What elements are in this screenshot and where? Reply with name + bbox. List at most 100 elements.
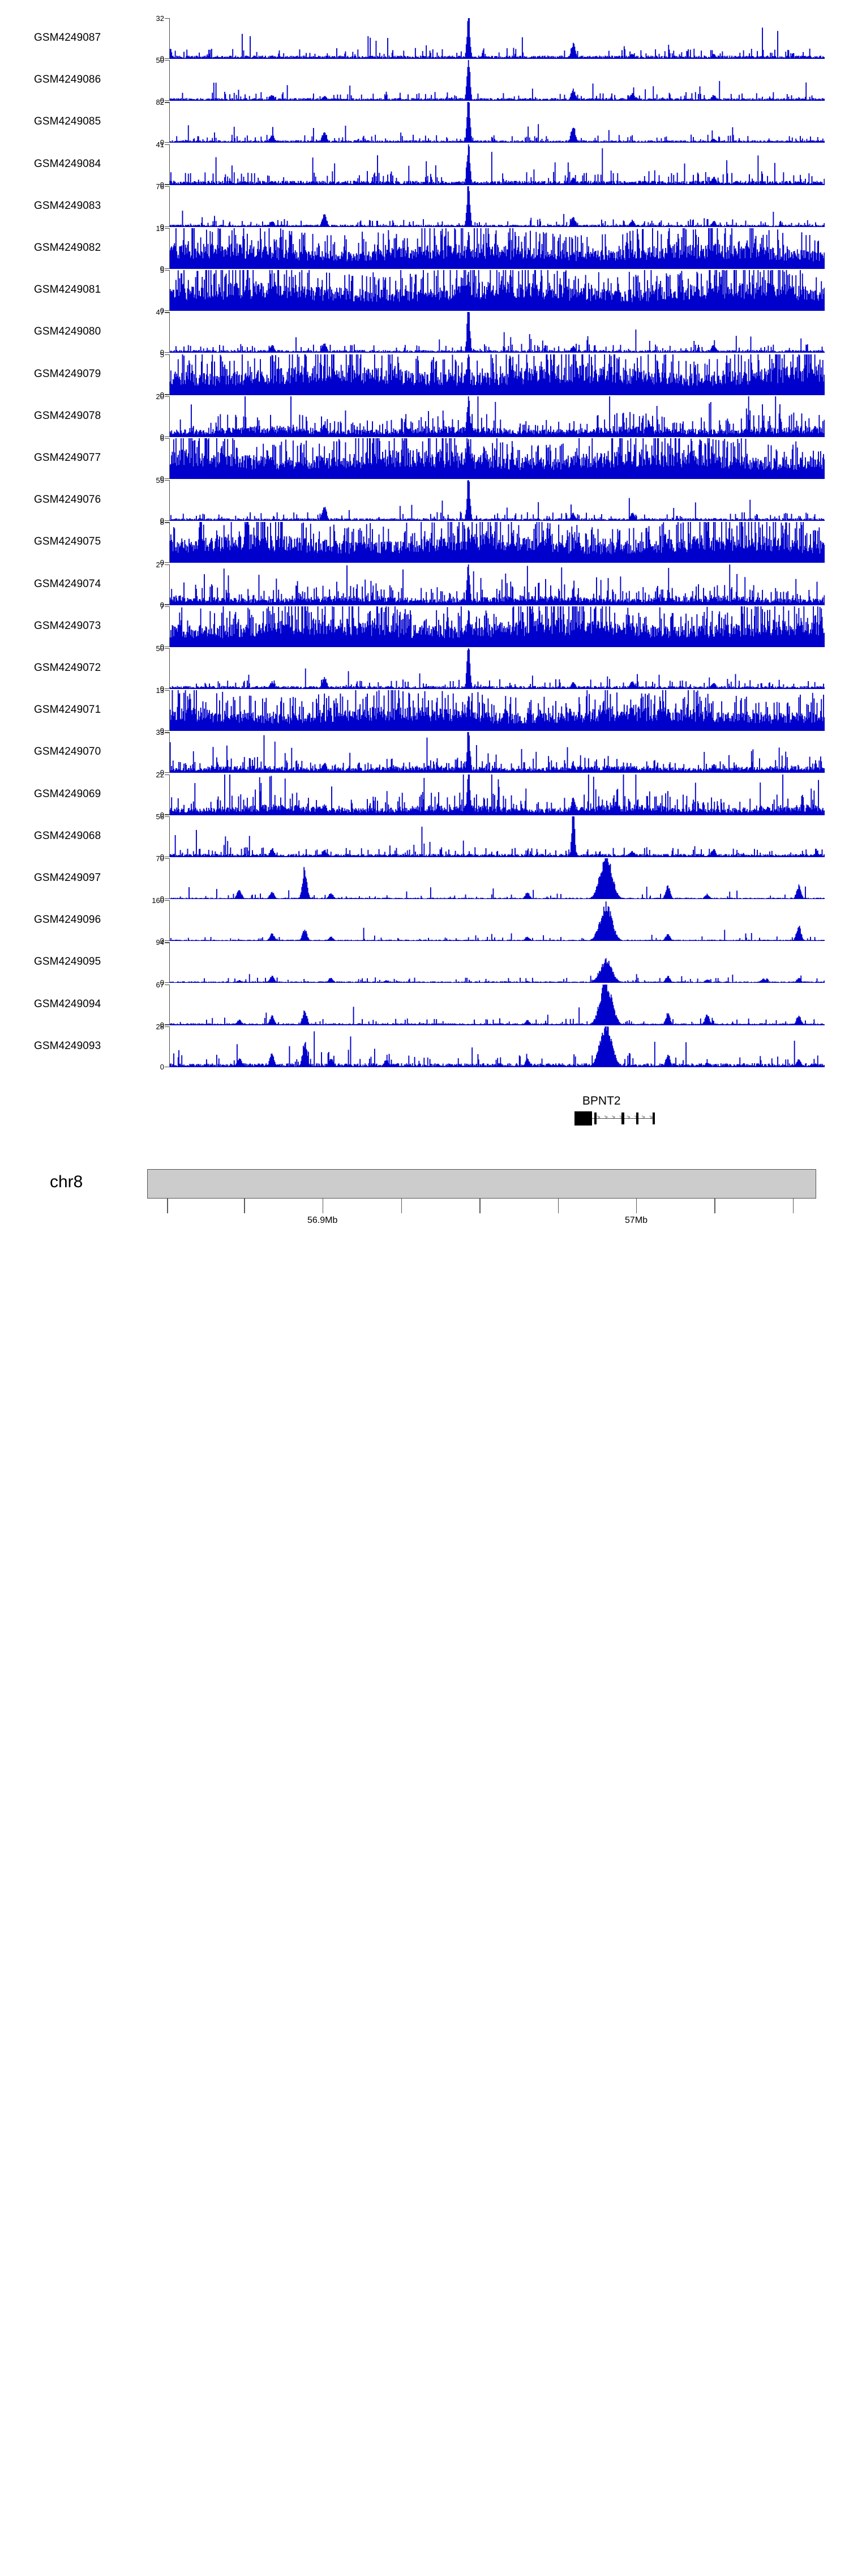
track-row[interactable]: GSM4249087 32 0 <box>0 15 849 62</box>
coverage-plot[interactable] <box>170 480 825 521</box>
gene-exon-block[interactable] <box>621 1112 624 1124</box>
track-row[interactable]: GSM4249077 6 0 <box>0 435 849 482</box>
axis-min-label: 0 <box>160 852 164 861</box>
track-row[interactable]: GSM4249081 5 0 <box>0 267 849 314</box>
axis-line <box>169 396 170 437</box>
track-label-gsm4249093: GSM4249093 <box>34 1039 101 1052</box>
track-row[interactable]: GSM4249094 67 0 <box>0 981 849 1029</box>
coverage-plot[interactable] <box>170 186 825 227</box>
track-axis: 76 0 <box>144 183 170 230</box>
coverage-svg <box>170 606 825 647</box>
coverage-plot[interactable] <box>170 396 825 437</box>
coverage-plot[interactable] <box>170 900 825 942</box>
track-row[interactable]: GSM4249073 7 0 <box>0 603 849 651</box>
coverage-plot[interactable] <box>170 312 825 353</box>
coverage-plot[interactable] <box>170 144 825 185</box>
axis-min-label: 0 <box>160 768 164 777</box>
coverage-path <box>170 564 825 605</box>
coverage-path <box>170 186 825 227</box>
track-row[interactable]: GSM4249082 13 0 <box>0 224 849 272</box>
coverage-plot[interactable] <box>170 102 825 143</box>
coverage-plot[interactable] <box>170 1026 825 1067</box>
axis-line <box>169 354 170 395</box>
axis-min-label: 0 <box>160 726 164 735</box>
axis-min-label: 0 <box>160 96 164 105</box>
chromosome-ideogram-bar[interactable] <box>147 1169 816 1199</box>
axis-max-label: 27 <box>156 560 164 569</box>
coverage-plot[interactable] <box>170 732 825 773</box>
coverage-plot[interactable] <box>170 606 825 647</box>
coverage-plot[interactable] <box>170 18 825 59</box>
coverage-path <box>170 522 825 563</box>
gene-exon-block[interactable] <box>652 1112 655 1124</box>
coverage-path <box>170 858 825 899</box>
coverage-plot[interactable] <box>170 270 825 311</box>
gene-exon-block[interactable] <box>594 1112 597 1124</box>
track-axis: 55 0 <box>144 477 170 524</box>
track-axis: 47 0 <box>144 309 170 356</box>
track-axis: 32 0 <box>144 15 170 62</box>
axis-line <box>169 606 170 647</box>
ruler-tick <box>714 1199 715 1213</box>
coverage-plot[interactable] <box>170 816 825 857</box>
track-row[interactable]: GSM4249078 20 0 <box>0 393 849 440</box>
coverage-plot[interactable] <box>170 774 825 815</box>
track-row[interactable]: GSM4249083 76 0 <box>0 183 849 230</box>
track-row[interactable]: GSM4249068 56 0 <box>0 813 849 861</box>
track-row[interactable]: GSM4249074 27 0 <box>0 560 849 609</box>
track-row[interactable]: GSM4249097 70 0 <box>0 855 849 902</box>
coverage-plot[interactable] <box>170 564 825 605</box>
axis-tick-top <box>165 942 170 943</box>
coverage-plot[interactable] <box>170 942 825 983</box>
ruler-tick-label: 56.9Mb <box>307 1216 338 1225</box>
axis-line <box>169 522 170 563</box>
coverage-svg <box>170 858 825 899</box>
coverage-plot[interactable] <box>170 648 825 689</box>
coverage-path <box>170 690 825 731</box>
axis-min-label: 0 <box>160 390 164 399</box>
coverage-path <box>170 18 825 59</box>
axis-line <box>169 984 170 1025</box>
coverage-svg <box>170 732 825 773</box>
coverage-plot[interactable] <box>170 228 825 269</box>
gene-exon-block[interactable] <box>636 1112 639 1124</box>
axis-min-label: 0 <box>160 810 164 819</box>
track-axis: 28 0 <box>144 1023 170 1071</box>
track-row[interactable]: GSM4249075 8 0 <box>0 519 849 566</box>
track-label-gsm4249094: GSM4249094 <box>34 998 101 1010</box>
coverage-svg <box>170 438 825 479</box>
track-row[interactable]: GSM4249079 5 0 <box>0 351 849 399</box>
axis-min-label: 0 <box>160 978 164 987</box>
track-row[interactable]: GSM4249093 28 0 <box>0 1023 849 1071</box>
coverage-plot[interactable] <box>170 984 825 1025</box>
track-label-gsm4249083: GSM4249083 <box>34 199 101 212</box>
track-row[interactable]: GSM4249095 94 0 <box>0 939 849 987</box>
gene-strand-arrow-icon: > <box>604 1114 608 1121</box>
track-row[interactable]: GSM4249084 41 0 <box>0 141 849 189</box>
track-row[interactable]: GSM4249086 50 0 <box>0 57 849 105</box>
coverage-svg <box>170 480 825 521</box>
track-row[interactable]: GSM4249070 33 0 <box>0 729 849 777</box>
track-row[interactable]: GSM4249076 55 0 <box>0 477 849 524</box>
track-row[interactable]: GSM4249085 82 0 <box>0 99 849 146</box>
coverage-plot[interactable] <box>170 690 825 731</box>
gene-utr-block[interactable] <box>574 1111 593 1126</box>
axis-max-label: 13 <box>156 224 164 233</box>
track-row[interactable]: GSM4249080 47 0 <box>0 309 849 356</box>
coverage-path <box>170 732 825 773</box>
coverage-plot[interactable] <box>170 438 825 479</box>
track-row[interactable]: GSM4249069 22 0 <box>0 771 849 819</box>
track-row[interactable]: GSM4249072 50 0 <box>0 645 849 692</box>
axis-tick-top <box>165 774 170 775</box>
track-label-gsm4249085: GSM4249085 <box>34 115 101 128</box>
coverage-path <box>170 480 825 521</box>
coverage-plot[interactable] <box>170 858 825 899</box>
track-row[interactable]: GSM4249096 160 0 <box>0 897 849 944</box>
coverage-plot[interactable] <box>170 354 825 395</box>
track-row[interactable]: GSM4249071 13 0 <box>0 687 849 735</box>
axis-line <box>169 186 170 227</box>
axis-tick-top <box>165 858 170 859</box>
coverage-plot[interactable] <box>170 60 825 101</box>
coverage-plot[interactable] <box>170 522 825 563</box>
track-axis: 70 0 <box>144 855 170 902</box>
